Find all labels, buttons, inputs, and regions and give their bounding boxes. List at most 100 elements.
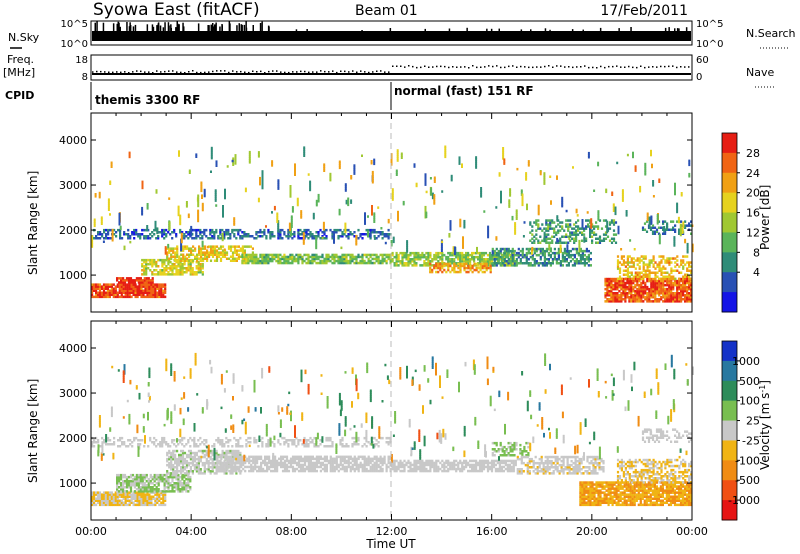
- echo-cell: [120, 493, 123, 496]
- echo-cell: [396, 149, 399, 152]
- echo-cell: [201, 262, 204, 266]
- echo-cell: [102, 287, 106, 290]
- echo-cell: [371, 175, 374, 178]
- echo-cell: [127, 475, 131, 479]
- echo-cell: [111, 239, 114, 242]
- echo-cell: [533, 258, 536, 261]
- echo-cell: [95, 291, 98, 294]
- echo-cell: [448, 233, 451, 236]
- echo-cell: [441, 190, 444, 193]
- echo-cell: [626, 257, 629, 260]
- echo-cell: [480, 260, 484, 263]
- echo-cell: [686, 269, 689, 272]
- echo-cell: [545, 247, 548, 251]
- echo-cell: [523, 253, 526, 257]
- echo-cell: [167, 267, 170, 270]
- echo-cell: [658, 289, 661, 293]
- echo-cell: [175, 267, 178, 270]
- echo-cell: [91, 289, 94, 292]
- echo-cell: [169, 233, 172, 236]
- echo-cell: [227, 228, 230, 232]
- echo-cell: [333, 241, 335, 244]
- echo-cell: [373, 436, 376, 440]
- echo-cell: [122, 493, 125, 496]
- echo-cell: [660, 259, 663, 262]
- echo-cell: [680, 285, 683, 289]
- echo-cell: [181, 439, 184, 442]
- echo-cell: [674, 283, 677, 287]
- echo-cell: [644, 281, 647, 285]
- echo-cell: [668, 289, 671, 293]
- echo-cell: [654, 296, 657, 299]
- echo-cell: [439, 266, 442, 270]
- echo-cell: [183, 436, 186, 440]
- echo-cell: [235, 259, 238, 262]
- echo-cell: [179, 265, 182, 268]
- echo-cell: [243, 253, 246, 257]
- echo-cell: [608, 289, 611, 293]
- echo-cell: [293, 257, 296, 261]
- echo-cell: [545, 258, 548, 261]
- echo-cell: [606, 224, 609, 228]
- echo-cell: [227, 441, 230, 444]
- echo-cell: [447, 266, 450, 270]
- nave-dot: [248, 71, 250, 74]
- echo-cell: [664, 292, 667, 295]
- echo-cell: [622, 261, 625, 264]
- echo-cell: [457, 253, 460, 257]
- echo-cell: [529, 255, 532, 259]
- echo-cell: [479, 264, 482, 268]
- echo-cell: [303, 443, 306, 446]
- echo-cell: [265, 261, 268, 265]
- noise-spike: [219, 26, 221, 32]
- echo-cell: [317, 200, 320, 203]
- echo-cell: [657, 226, 661, 229]
- echo-cell: [621, 197, 624, 200]
- echo-cell: [618, 294, 621, 297]
- noise-spike: [96, 21, 98, 31]
- echo-cell: [664, 271, 667, 274]
- echo-cell: [543, 239, 546, 243]
- echo-cell: [122, 484, 125, 487]
- nave-dot: [216, 70, 218, 72]
- echo-cell: [463, 262, 466, 266]
- echo-cell: [395, 264, 398, 267]
- echo-cell: [363, 443, 366, 446]
- echo-cell: [351, 253, 354, 257]
- echo-cell: [129, 235, 132, 238]
- noise-spike: [678, 28, 680, 32]
- echo-cell: [559, 221, 562, 224]
- echo-cell: [189, 267, 192, 270]
- echo-cell: [614, 279, 617, 283]
- echo-cell: [101, 233, 104, 236]
- echo-cell: [162, 293, 165, 296]
- echo-cell: [277, 237, 280, 240]
- echo-cell: [491, 253, 494, 257]
- echo-cell: [158, 287, 161, 290]
- echo-cell: [305, 228, 308, 232]
- echo-cell: [279, 237, 282, 240]
- echo-cell: [163, 439, 166, 442]
- nave-dot: [152, 72, 154, 74]
- echo-cell: [153, 273, 156, 276]
- echo-cell: [453, 253, 456, 257]
- echo-cell: [177, 213, 180, 217]
- echo-cell: [573, 227, 576, 230]
- echo-cell: [634, 277, 637, 281]
- echo-cell: [521, 201, 524, 205]
- echo-cell: [581, 221, 584, 224]
- echo-cell: [171, 271, 174, 274]
- echo-cell: [553, 221, 556, 224]
- echo-cell: [177, 258, 180, 262]
- echo-cell: [547, 258, 550, 261]
- echo-cell: [557, 262, 560, 265]
- echo-cell: [624, 300, 627, 303]
- echo-cell: [650, 289, 653, 293]
- nave-dot: [120, 71, 122, 74]
- echo-cell: [616, 298, 619, 301]
- echo-cell: [148, 501, 151, 504]
- echo-cell: [459, 266, 462, 270]
- echo-cell: [548, 246, 551, 249]
- echo-cell: [491, 264, 494, 267]
